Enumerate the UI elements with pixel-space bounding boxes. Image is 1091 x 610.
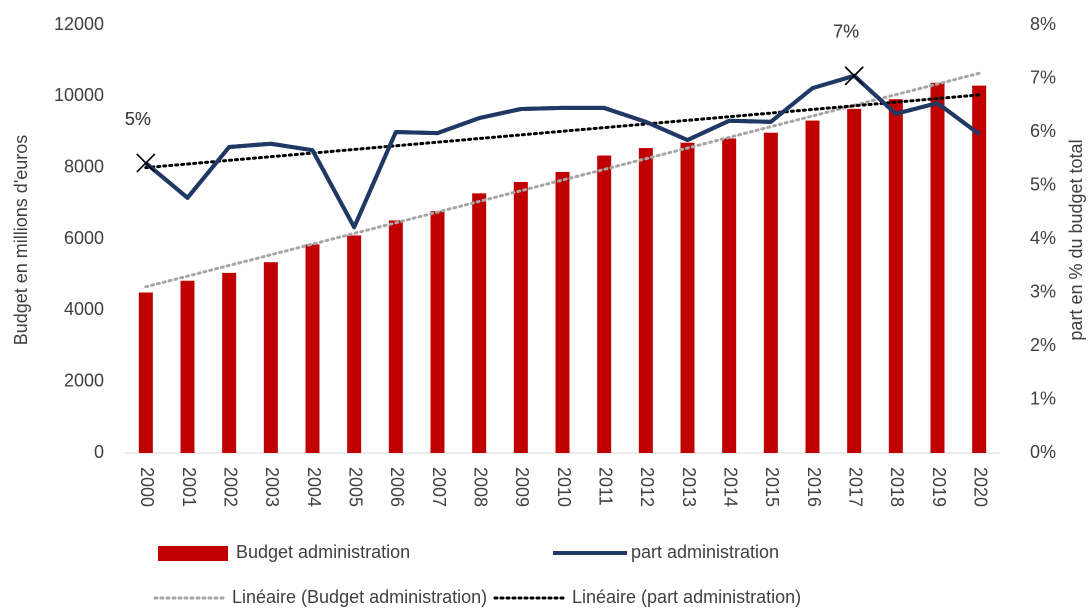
- x-tick-label: 2014: [720, 467, 740, 507]
- bar: [513, 181, 528, 453]
- y-tick-label: 0: [94, 442, 104, 462]
- x-tick-label: 2008: [470, 467, 490, 507]
- x-tick-label: 2011: [595, 467, 615, 506]
- bar: [305, 244, 320, 453]
- y-tick-label: 12000: [54, 14, 104, 34]
- bar: [680, 142, 695, 453]
- y2-tick-label: 7%: [1030, 67, 1056, 87]
- y2-axis-title: part en % du budget total: [1066, 139, 1086, 340]
- bar: [763, 132, 778, 454]
- marker: [844, 66, 864, 86]
- x-tick-label: 2016: [804, 467, 824, 507]
- data-label: 5%: [125, 109, 151, 129]
- trendline: [144, 93, 981, 170]
- data-label: 5%: [125, 109, 151, 129]
- y2-tick-label: 6%: [1030, 121, 1056, 141]
- bar: [805, 120, 820, 453]
- legend-label: part administration: [631, 542, 779, 562]
- x-tick-label: 2012: [637, 467, 657, 507]
- y-tick-label: 8000: [64, 156, 104, 176]
- y-tick-label: 4000: [64, 299, 104, 319]
- bar: [138, 292, 153, 453]
- bar: [638, 148, 653, 454]
- bar: [972, 85, 987, 453]
- marker: [136, 153, 156, 173]
- y2-tick-label: 2%: [1030, 335, 1056, 355]
- x-tick-label: 2007: [429, 467, 449, 507]
- bar: [847, 108, 862, 454]
- bar: [597, 155, 612, 454]
- legend-label: Linéaire (Budget administration): [232, 587, 487, 607]
- bar: [263, 262, 278, 453]
- bar: [180, 280, 195, 453]
- bar: [472, 193, 487, 453]
- x-tick-label: 2019: [929, 467, 949, 507]
- y2-tick-label: 3%: [1030, 281, 1056, 301]
- bar: [430, 211, 445, 453]
- y2-tick-label: 0%: [1030, 442, 1056, 462]
- x-tick-label: 2001: [179, 467, 199, 507]
- line: [144, 73, 981, 230]
- x-tick-label: 2010: [554, 467, 574, 507]
- x-tick-label: 2003: [262, 467, 282, 507]
- legend-label: Linéaire (part administration): [572, 587, 801, 607]
- y2-tick-label: 5%: [1030, 174, 1056, 194]
- x-tick-label: 2002: [220, 467, 240, 507]
- bar: [888, 99, 903, 453]
- x-tick-label: 2009: [512, 467, 532, 507]
- bar: [930, 82, 945, 453]
- x-tick-label: 2015: [762, 467, 782, 507]
- x-tick-label: 2017: [845, 467, 865, 507]
- y-tick-label: 2000: [64, 370, 104, 390]
- y2-tick-label: 1%: [1030, 388, 1056, 408]
- x-tick-label: 2005: [345, 467, 365, 507]
- x-tick-label: 2013: [679, 467, 699, 507]
- trendline: [144, 71, 981, 289]
- x-tick-label: 2000: [137, 467, 157, 507]
- bar: [222, 272, 237, 453]
- x-tick-label: 2004: [304, 467, 324, 507]
- bar: [555, 171, 570, 454]
- legend-label: Budget administration: [236, 542, 410, 562]
- bar: [722, 138, 737, 454]
- x-tick-label: 2006: [387, 467, 407, 507]
- y-tick-label: 10000: [54, 85, 104, 105]
- y-tick-label: 6000: [64, 228, 104, 248]
- legend-swatch: [158, 546, 228, 561]
- x-tick-label: 2018: [887, 467, 907, 507]
- x-tick-label: 2020: [970, 467, 990, 507]
- bar: [388, 220, 403, 453]
- data-label: 7%: [833, 22, 859, 42]
- bar: [347, 235, 362, 453]
- y2-tick-label: 8%: [1030, 14, 1056, 34]
- y2-tick-label: 4%: [1030, 228, 1056, 248]
- data-label: 7%: [833, 22, 859, 42]
- y-axis-title: Budget en millions d'euros: [11, 135, 31, 346]
